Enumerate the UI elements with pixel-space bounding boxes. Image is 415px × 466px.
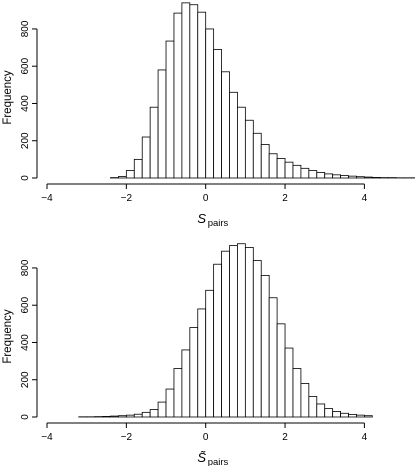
y-tick-label: 200 (20, 132, 31, 149)
histogram-bar (348, 175, 357, 179)
x-axis-label-subscript: pairs (208, 218, 229, 229)
histogram-bar (205, 28, 215, 179)
histogram-bar (197, 11, 207, 179)
histogram-bar (213, 49, 222, 179)
x-tick-label: 2 (282, 432, 288, 443)
histogram-bar (149, 409, 159, 418)
x-axis-label: S̃ (197, 450, 206, 465)
histogram-bar (110, 415, 119, 418)
histogram-bar (260, 144, 270, 179)
histogram-bar (284, 161, 294, 179)
histogram-bar (125, 170, 135, 179)
histogram-bar (229, 91, 238, 179)
x-tick-label: −2 (121, 432, 133, 443)
histogram-bar (157, 69, 167, 179)
histogram-bar (348, 413, 357, 418)
histogram-bar (173, 368, 183, 418)
histogram-panel-top: −4 −2 0 2 4 0 200 400 600 800 Frequency S pairs (2, 2, 415, 229)
histogram-bar (221, 71, 230, 179)
histogram-bar (308, 170, 318, 179)
x-tick-label: 4 (362, 432, 368, 443)
histogram-bar (340, 175, 349, 179)
y-axis-label: Frequency (2, 309, 14, 364)
histogram-bar (252, 132, 262, 179)
histogram-bar (205, 289, 215, 418)
histogram-bar (332, 411, 341, 418)
histogram-bar (197, 308, 207, 418)
y-tick-label: 0 (20, 414, 31, 420)
histogram-panel-bottom: −4 −2 0 2 4 0 200 400 600 800 Frequency S̃ pairs (2, 243, 373, 466)
histogram-bar (157, 401, 167, 418)
y-tick-label: 600 (20, 296, 31, 313)
histogram-bar (252, 260, 262, 418)
histogram-bar (133, 158, 143, 179)
histogram-bar (324, 408, 334, 418)
histogram-bar (316, 403, 326, 418)
y-tick-label: 400 (20, 334, 31, 351)
histogram-bar (363, 176, 373, 179)
histogram-bar (292, 368, 302, 418)
histogram-bar (276, 158, 286, 179)
histogram-bar (181, 2, 191, 179)
histogram-bar (356, 414, 365, 418)
y-tick-label: 0 (20, 175, 31, 181)
histogram-bar (181, 349, 191, 418)
histogram-bar (237, 243, 246, 418)
histogram-bar (268, 153, 278, 179)
x-tick-label: 0 (203, 432, 209, 443)
histogram-bar (300, 383, 310, 418)
x-tick-label: −2 (121, 193, 133, 204)
histogram-bar (284, 347, 294, 418)
histogram-bar (165, 40, 175, 179)
y-tick-label: 800 (20, 259, 31, 276)
histogram-bar (133, 413, 143, 418)
histogram-bar (300, 167, 310, 179)
histogram-bar (125, 414, 135, 418)
histogram-bar (141, 136, 151, 179)
histogram-bar (244, 119, 254, 179)
histogram-bar (173, 12, 183, 179)
x-axis-label: S (197, 211, 206, 226)
histogram-bar (324, 173, 334, 179)
histogram-bar (363, 415, 373, 418)
histogram-bar (237, 106, 246, 179)
histogram-bar (141, 411, 151, 418)
histogram-bar (276, 323, 286, 418)
y-tick-label: 600 (20, 57, 31, 74)
histogram-bar (268, 297, 278, 418)
x-tick-label: 2 (282, 193, 288, 204)
x-tick-label: −4 (41, 193, 53, 204)
y-tick-label: 200 (20, 371, 31, 388)
histogram-bar (165, 388, 175, 418)
x-axis-label-subscript: pairs (208, 457, 229, 466)
histogram-bar (260, 274, 270, 418)
histogram-bar (229, 245, 238, 418)
histogram-bar (371, 177, 381, 179)
histogram-bar (332, 174, 341, 179)
y-axis-label: Frequency (2, 70, 14, 125)
histogram-bar (102, 416, 111, 418)
histogram-bar (221, 250, 230, 418)
histogram-bar (292, 164, 302, 179)
histogram-bar (213, 263, 222, 418)
histogram-bar (308, 396, 318, 418)
histogram-bar (189, 4, 199, 179)
histogram-bar (118, 176, 127, 179)
histogram-bar (118, 415, 127, 418)
histogram-bar (244, 247, 254, 418)
y-tick-label: 800 (20, 20, 31, 37)
histogram-bar (356, 176, 365, 179)
x-tick-label: 0 (203, 193, 209, 204)
y-tick-label: 400 (20, 95, 31, 112)
x-tick-label: −4 (41, 432, 53, 443)
histogram-bar (149, 106, 159, 179)
x-tick-label: 4 (362, 193, 368, 204)
histogram-bar (189, 327, 199, 418)
histogram-bar (316, 172, 326, 179)
histogram-bar (340, 412, 349, 418)
